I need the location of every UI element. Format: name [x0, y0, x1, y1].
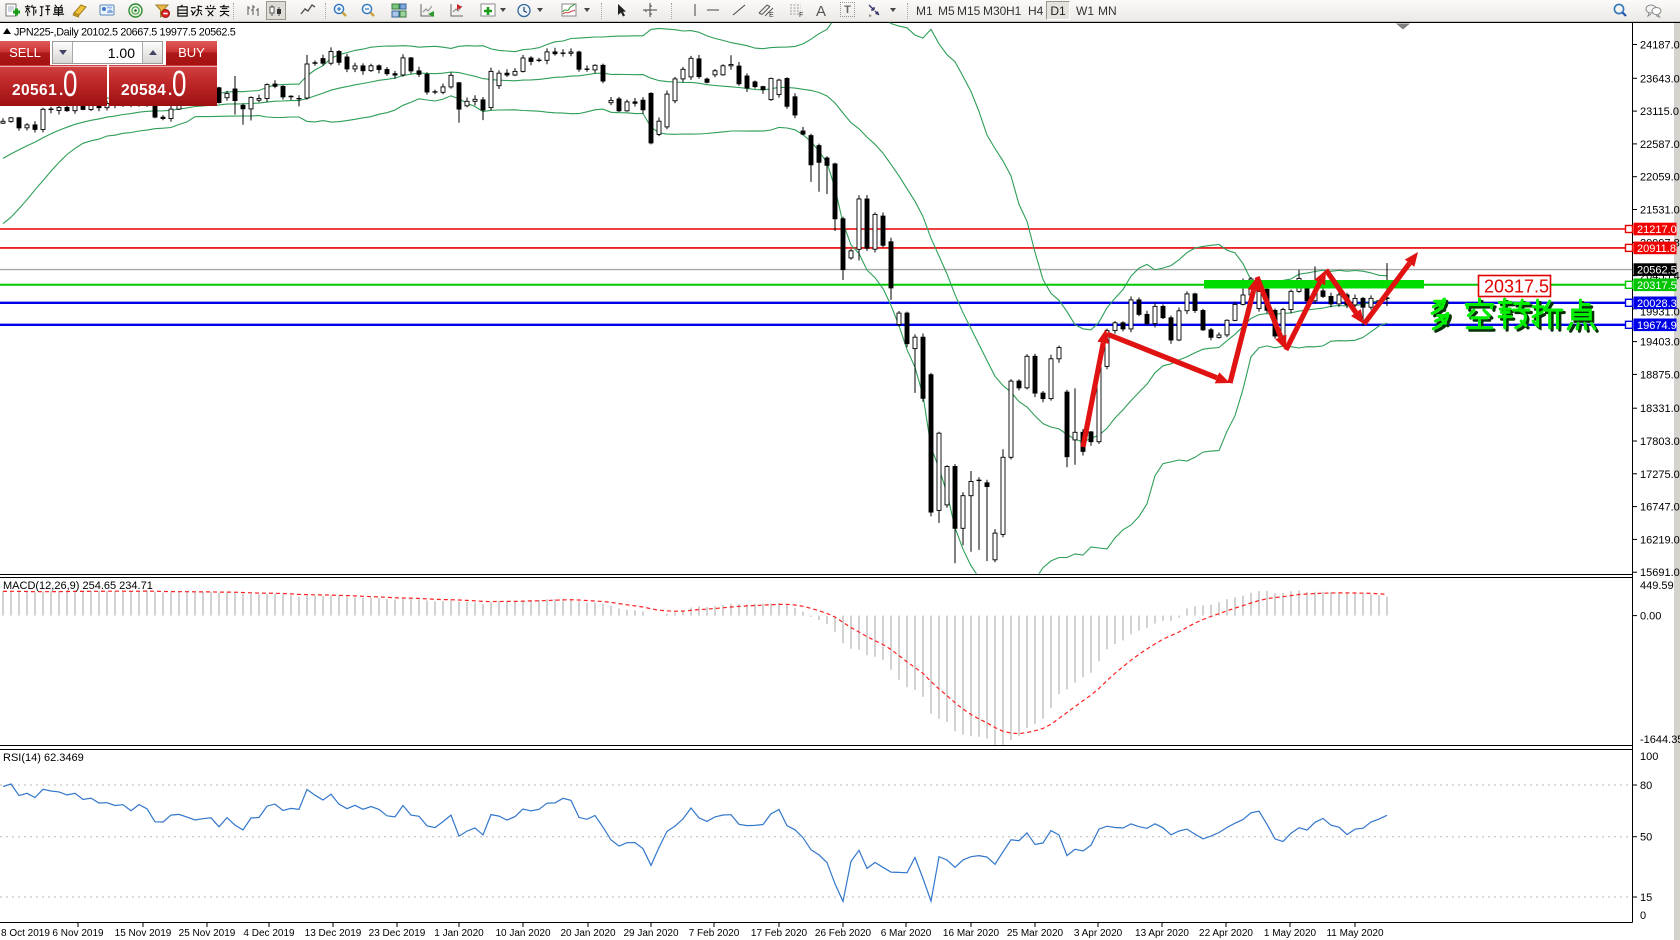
svg-text:23643.0: 23643.0 [1640, 73, 1680, 85]
svg-text:8 Oct 2019: 8 Oct 2019 [1, 928, 50, 939]
svg-text:4 Dec 2019: 4 Dec 2019 [243, 928, 295, 939]
svg-text:15 Nov 2019: 15 Nov 2019 [115, 928, 172, 939]
svg-text:17803.0: 17803.0 [1640, 436, 1680, 448]
svg-text:20317.5: 20317.5 [1484, 277, 1549, 297]
svg-text:JPN225-,Daily 20102.5 20667.5: JPN225-,Daily 20102.5 20667.5 19977.5 20… [14, 27, 236, 39]
svg-text:11 May 2020: 11 May 2020 [1326, 928, 1384, 939]
svg-text:80: 80 [1640, 780, 1652, 792]
svg-text:15691.0: 15691.0 [1640, 567, 1680, 579]
svg-text:16747.0: 16747.0 [1640, 502, 1680, 514]
svg-text:20317.5: 20317.5 [1637, 280, 1677, 292]
svg-text:17275.0: 17275.0 [1640, 469, 1680, 481]
svg-text:13 Apr 2020: 13 Apr 2020 [1135, 928, 1189, 939]
svg-text:19674.9: 19674.9 [1637, 320, 1677, 332]
svg-text:10 Jan 2020: 10 Jan 2020 [495, 928, 550, 939]
svg-text:50: 50 [1640, 832, 1652, 844]
svg-text:18875.0: 18875.0 [1640, 369, 1680, 381]
svg-text:21217.0: 21217.0 [1637, 224, 1677, 236]
svg-text:18331.0: 18331.0 [1640, 403, 1680, 415]
svg-text:25 Mar 2020: 25 Mar 2020 [1007, 928, 1064, 939]
svg-text:22 Apr 2020: 22 Apr 2020 [1199, 928, 1253, 939]
svg-text:F: F [799, 12, 803, 19]
svg-text:6 Mar 2020: 6 Mar 2020 [881, 928, 932, 939]
svg-text:29 Jan 2020: 29 Jan 2020 [623, 928, 678, 939]
svg-text:15: 15 [1640, 892, 1652, 904]
svg-text:22059.0: 22059.0 [1640, 172, 1680, 184]
svg-text:100: 100 [1640, 751, 1658, 763]
svg-text:0: 0 [1640, 910, 1646, 922]
svg-text:23 Dec 2019: 23 Dec 2019 [369, 928, 426, 939]
svg-text:6 Nov 2019: 6 Nov 2019 [52, 928, 104, 939]
svg-text:7 Feb 2020: 7 Feb 2020 [689, 928, 740, 939]
svg-text:19403.0: 19403.0 [1640, 337, 1680, 349]
svg-text:20 Jan 2020: 20 Jan 2020 [560, 928, 615, 939]
svg-text:23115.0: 23115.0 [1640, 106, 1679, 118]
svg-text:E: E [769, 12, 774, 19]
svg-text:16219.0: 16219.0 [1640, 534, 1680, 546]
svg-text:20028.3: 20028.3 [1637, 298, 1677, 310]
svg-text:MACD(12,26,9) 254.65 234.71: MACD(12,26,9) 254.65 234.71 [3, 580, 153, 592]
svg-text:17 Feb 2020: 17 Feb 2020 [751, 928, 808, 939]
svg-text:0.00: 0.00 [1640, 611, 1661, 623]
svg-text:16 Mar 2020: 16 Mar 2020 [943, 928, 1000, 939]
svg-text:449.59: 449.59 [1640, 580, 1674, 592]
svg-text:-1644.35: -1644.35 [1640, 734, 1680, 746]
svg-text:24187.0: 24187.0 [1640, 40, 1680, 52]
svg-text:22587.0: 22587.0 [1640, 139, 1680, 151]
svg-text:1 Jan 2020: 1 Jan 2020 [434, 928, 484, 939]
svg-text:RSI(14) 62.3469: RSI(14) 62.3469 [3, 752, 84, 764]
svg-text:26 Feb 2020: 26 Feb 2020 [815, 928, 872, 939]
svg-text:20562.5: 20562.5 [1637, 265, 1677, 277]
svg-text:20911.8: 20911.8 [1637, 243, 1676, 255]
svg-text:3 Apr 2020: 3 Apr 2020 [1074, 928, 1123, 939]
svg-text:13 Dec 2019: 13 Dec 2019 [305, 928, 362, 939]
svg-text:21531.0: 21531.0 [1640, 205, 1680, 217]
svg-text:1 May 2020: 1 May 2020 [1264, 928, 1317, 939]
svg-text:19931.0: 19931.0 [1640, 306, 1680, 318]
svg-text:25 Nov 2019: 25 Nov 2019 [179, 928, 236, 939]
